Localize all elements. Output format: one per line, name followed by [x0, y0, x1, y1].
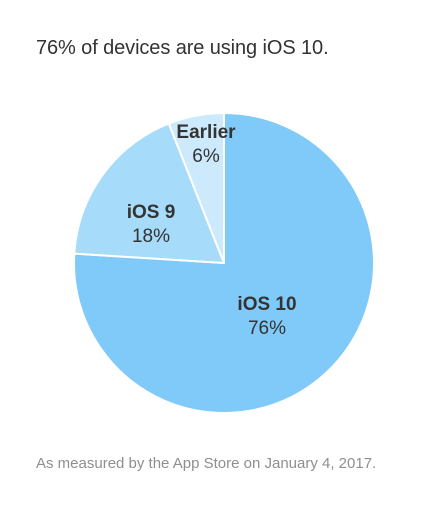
chart-headline: 76% of devices are using iOS 10. [36, 37, 329, 59]
slice-label-ios-9: iOS 9 [127, 202, 176, 223]
pie-slices [73, 112, 375, 414]
pie-slice-earlier [167, 112, 225, 264]
slice-label-earlier: Earlier [176, 122, 236, 143]
pie-slice-ios-10 [73, 112, 375, 414]
slice-value-earlier: 6% [192, 146, 220, 167]
footnote: As measured by the App Store on January … [36, 455, 377, 472]
slice-value-ios-10: 76% [248, 318, 286, 339]
pie-labels: iOS 10 76% iOS 9 18% Earlier 6% [127, 122, 297, 339]
slice-value-ios-9: 18% [132, 226, 170, 247]
pie-chart: iOS 10 76% iOS 9 18% Earlier 6% [73, 112, 375, 414]
pie-slice-ios-9 [73, 122, 225, 264]
slice-label-ios-10: iOS 10 [237, 294, 296, 315]
